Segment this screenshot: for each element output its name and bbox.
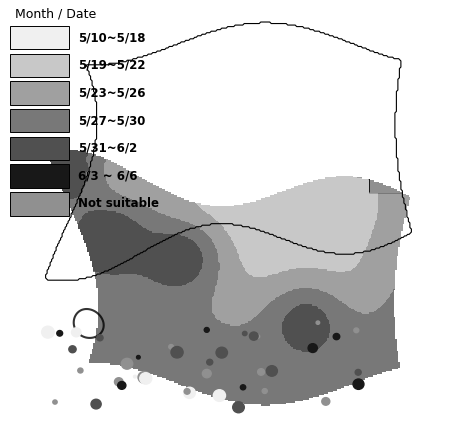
FancyBboxPatch shape bbox=[10, 192, 69, 215]
Circle shape bbox=[53, 400, 57, 404]
Circle shape bbox=[258, 369, 265, 375]
Circle shape bbox=[184, 387, 195, 399]
Text: 5/10~5/18: 5/10~5/18 bbox=[78, 31, 145, 44]
Circle shape bbox=[72, 328, 81, 337]
Circle shape bbox=[115, 378, 123, 386]
Text: 5/31~6/2: 5/31~6/2 bbox=[78, 142, 137, 155]
Circle shape bbox=[207, 360, 213, 365]
Circle shape bbox=[333, 333, 340, 340]
Text: 5/27~5/30: 5/27~5/30 bbox=[78, 114, 145, 127]
Circle shape bbox=[169, 344, 174, 349]
Text: 6/3 ~ 6/6: 6/3 ~ 6/6 bbox=[78, 169, 137, 183]
Circle shape bbox=[322, 398, 330, 405]
Circle shape bbox=[316, 321, 320, 324]
Circle shape bbox=[140, 373, 152, 384]
FancyBboxPatch shape bbox=[10, 164, 69, 188]
Circle shape bbox=[41, 326, 54, 338]
Circle shape bbox=[121, 358, 133, 369]
Circle shape bbox=[233, 402, 244, 413]
Circle shape bbox=[171, 347, 183, 358]
Circle shape bbox=[184, 389, 190, 394]
Circle shape bbox=[137, 356, 140, 359]
Text: Not suitable: Not suitable bbox=[78, 197, 159, 210]
Circle shape bbox=[118, 381, 126, 390]
Text: Month / Date: Month / Date bbox=[15, 8, 96, 21]
Circle shape bbox=[174, 352, 180, 358]
Circle shape bbox=[355, 369, 361, 375]
Circle shape bbox=[204, 327, 209, 332]
FancyBboxPatch shape bbox=[10, 26, 69, 49]
Circle shape bbox=[354, 328, 359, 332]
Circle shape bbox=[256, 335, 260, 338]
Circle shape bbox=[216, 347, 227, 358]
Text: 5/19~5/22: 5/19~5/22 bbox=[78, 59, 145, 72]
Circle shape bbox=[133, 375, 136, 378]
FancyBboxPatch shape bbox=[10, 54, 69, 77]
Circle shape bbox=[78, 368, 83, 373]
Circle shape bbox=[262, 389, 267, 393]
Circle shape bbox=[57, 330, 63, 336]
Circle shape bbox=[353, 379, 364, 390]
Circle shape bbox=[202, 369, 211, 378]
FancyBboxPatch shape bbox=[10, 109, 69, 133]
Circle shape bbox=[91, 399, 101, 409]
Circle shape bbox=[240, 385, 246, 390]
Circle shape bbox=[308, 344, 318, 353]
Circle shape bbox=[213, 390, 226, 402]
Circle shape bbox=[138, 372, 150, 383]
Circle shape bbox=[97, 335, 103, 341]
Circle shape bbox=[249, 332, 258, 340]
FancyBboxPatch shape bbox=[10, 137, 69, 160]
Circle shape bbox=[266, 366, 277, 376]
Text: 5/23~5/26: 5/23~5/26 bbox=[78, 87, 145, 100]
Circle shape bbox=[243, 331, 247, 335]
FancyBboxPatch shape bbox=[10, 82, 69, 105]
Circle shape bbox=[69, 346, 76, 353]
